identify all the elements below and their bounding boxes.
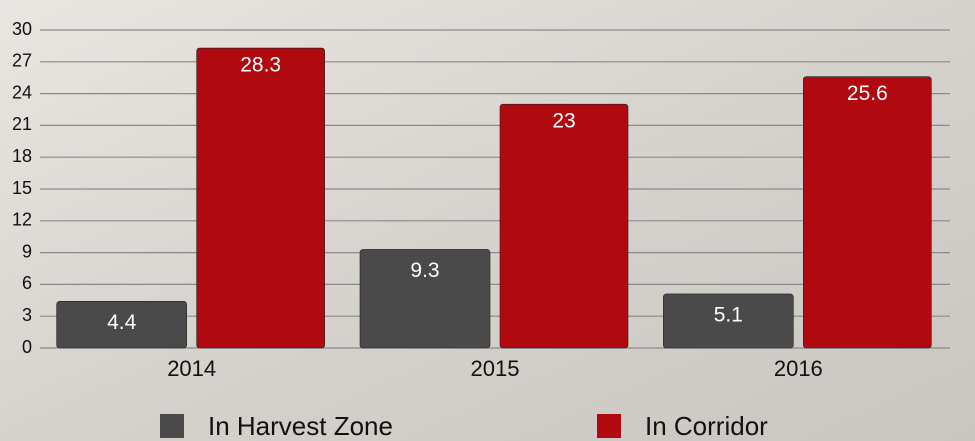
y-tick-label: 3 xyxy=(22,305,32,325)
x-tick-label: 2014 xyxy=(167,356,216,381)
x-tick-label: 2015 xyxy=(471,356,520,381)
data-label: 23 xyxy=(552,110,575,133)
y-tick-label: 24 xyxy=(12,82,32,102)
bar xyxy=(197,48,325,348)
bar xyxy=(500,104,628,348)
chart: 0 3 6 9 12 15 18 21 24 27 30 2014 4.4 28.3 2015 9.3 23 20… xyxy=(0,0,975,441)
y-tick-label: 18 xyxy=(12,146,32,166)
y-tick-label: 27 xyxy=(12,51,32,71)
y-tick-label: 0 xyxy=(22,337,32,357)
y-tick-label: 6 xyxy=(22,273,32,293)
legend-swatch xyxy=(160,414,184,438)
data-label: 9.3 xyxy=(410,259,439,282)
bar xyxy=(803,77,931,348)
y-tick-label: 15 xyxy=(12,178,32,198)
legend-label: In Corridor xyxy=(645,411,768,441)
legend-swatch xyxy=(597,414,621,438)
y-tick-label: 30 xyxy=(12,19,32,39)
data-label: 25.6 xyxy=(847,82,888,105)
y-tick-label: 12 xyxy=(12,210,32,230)
data-label: 28.3 xyxy=(240,54,281,77)
data-label: 4.4 xyxy=(107,311,137,334)
x-tick-label: 2016 xyxy=(774,356,823,381)
legend-label: In Harvest Zone xyxy=(208,411,393,441)
data-label: 5.1 xyxy=(714,303,743,326)
y-tick-label: 21 xyxy=(12,114,32,134)
y-tick-label: 9 xyxy=(22,241,32,261)
